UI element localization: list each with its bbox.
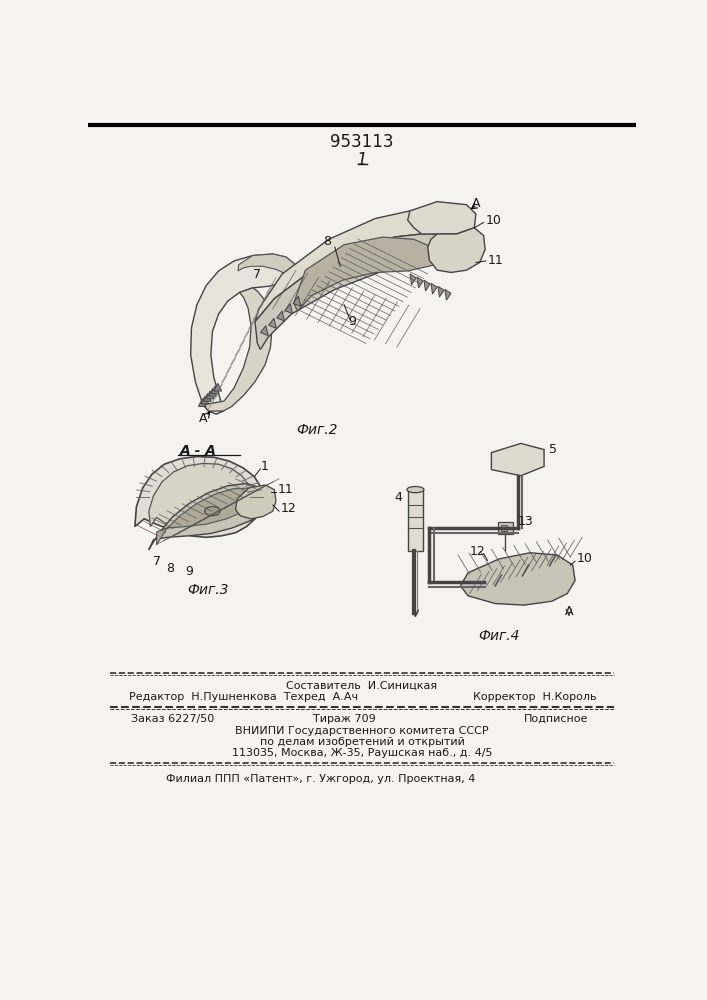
Text: 5: 5 bbox=[549, 443, 556, 456]
Text: Фиг.4: Фиг.4 bbox=[479, 629, 520, 643]
Text: 7: 7 bbox=[153, 555, 160, 568]
Text: 12: 12 bbox=[469, 545, 485, 558]
Polygon shape bbox=[206, 391, 214, 399]
Polygon shape bbox=[135, 456, 263, 537]
Polygon shape bbox=[438, 286, 444, 297]
Polygon shape bbox=[269, 318, 276, 328]
Polygon shape bbox=[285, 304, 293, 314]
Text: A - A: A - A bbox=[180, 444, 217, 458]
Polygon shape bbox=[201, 396, 209, 404]
FancyBboxPatch shape bbox=[498, 522, 513, 534]
Polygon shape bbox=[156, 488, 259, 545]
Text: 12: 12 bbox=[281, 502, 296, 515]
Text: 10: 10 bbox=[485, 214, 501, 227]
Polygon shape bbox=[408, 202, 476, 234]
Text: 113035, Москва, Ж-35, Раушская наб., д. 4/5: 113035, Москва, Ж-35, Раушская наб., д. … bbox=[232, 748, 492, 758]
Text: A: A bbox=[565, 605, 573, 618]
Polygon shape bbox=[424, 280, 430, 291]
Text: по делам изобретений и открытий: по делам изобретений и открытий bbox=[259, 737, 464, 747]
Text: 11: 11 bbox=[277, 483, 293, 496]
Polygon shape bbox=[191, 254, 296, 414]
Text: 4: 4 bbox=[395, 491, 402, 504]
Ellipse shape bbox=[407, 487, 424, 493]
Text: 10: 10 bbox=[577, 552, 592, 565]
Polygon shape bbox=[214, 383, 222, 391]
Polygon shape bbox=[255, 234, 451, 349]
Polygon shape bbox=[460, 553, 575, 605]
Polygon shape bbox=[491, 443, 544, 476]
Text: 9: 9 bbox=[348, 315, 356, 328]
Polygon shape bbox=[276, 311, 284, 321]
Text: Заказ 6227/50: Заказ 6227/50 bbox=[131, 714, 214, 724]
Text: Подписное: Подписное bbox=[524, 714, 588, 724]
Polygon shape bbox=[260, 326, 268, 336]
Text: Тираж 709: Тираж 709 bbox=[312, 714, 375, 724]
Text: A: A bbox=[472, 197, 480, 210]
Text: A: A bbox=[199, 412, 207, 425]
Polygon shape bbox=[149, 483, 265, 550]
Text: 1: 1 bbox=[356, 151, 367, 169]
Text: 8: 8 bbox=[165, 562, 174, 575]
Polygon shape bbox=[203, 288, 272, 411]
Polygon shape bbox=[293, 296, 300, 306]
Text: Составитель  И.Синицкая: Составитель И.Синицкая bbox=[286, 680, 438, 690]
Text: Фиг.3: Фиг.3 bbox=[188, 583, 229, 597]
Polygon shape bbox=[149, 463, 250, 530]
Polygon shape bbox=[209, 388, 216, 396]
Text: ВНИИПИ Государственного комитета СССР: ВНИИПИ Государственного комитета СССР bbox=[235, 726, 489, 736]
Polygon shape bbox=[410, 274, 416, 285]
Polygon shape bbox=[238, 254, 296, 279]
Text: 11: 11 bbox=[488, 254, 503, 267]
Polygon shape bbox=[204, 394, 211, 401]
Ellipse shape bbox=[204, 507, 220, 516]
Polygon shape bbox=[211, 386, 219, 394]
Text: 8: 8 bbox=[323, 235, 331, 248]
FancyBboxPatch shape bbox=[501, 525, 507, 531]
Text: Корректор  Н.Король: Корректор Н.Король bbox=[472, 692, 596, 702]
Text: 7: 7 bbox=[253, 267, 262, 280]
Text: Фиг.2: Фиг.2 bbox=[296, 423, 338, 437]
Text: Филиал ППП «Патент», г. Ужгород, ул. Проектная, 4: Филиал ППП «Патент», г. Ужгород, ул. Про… bbox=[166, 774, 475, 784]
Text: Редактор  Н.Пушненкова  Техред  А.Ач: Редактор Н.Пушненкова Техред А.Ач bbox=[129, 692, 358, 702]
Polygon shape bbox=[199, 399, 206, 406]
Polygon shape bbox=[428, 228, 485, 272]
FancyBboxPatch shape bbox=[408, 490, 423, 551]
Text: 13: 13 bbox=[518, 515, 534, 528]
Polygon shape bbox=[255, 211, 451, 322]
Text: 1: 1 bbox=[261, 460, 269, 473]
Polygon shape bbox=[431, 283, 437, 294]
Polygon shape bbox=[235, 485, 276, 519]
Text: 953113: 953113 bbox=[330, 133, 394, 151]
Text: 9: 9 bbox=[185, 565, 193, 578]
Polygon shape bbox=[445, 289, 451, 300]
Polygon shape bbox=[417, 277, 423, 288]
Polygon shape bbox=[293, 237, 437, 311]
